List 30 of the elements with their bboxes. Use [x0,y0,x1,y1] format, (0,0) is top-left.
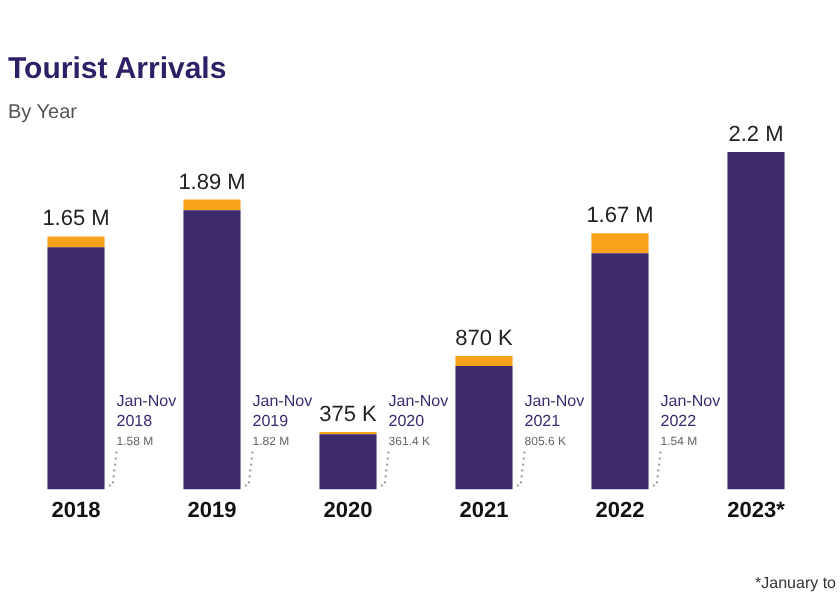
x-tick-label: 2023* [727,498,787,523]
x-tick-label: 2018 [51,498,101,523]
bar [47,247,105,490]
total-label: 1.65 M [42,207,110,232]
total-label: 375 K [319,403,379,428]
bar [455,356,513,366]
bar [591,233,649,254]
total-label: 1.67 M [586,204,654,229]
x-tick-label: 2020 [323,498,373,523]
total-label: 2.2 M [728,123,784,148]
chart-title: Tourist Arrivals [8,52,227,87]
total-label: 870 K [455,327,515,352]
text: *January to [755,574,838,593]
x-tick-label: 2022 [595,498,645,523]
annotation: Jan-Nov 2019 [252,392,313,431]
annotation: Jan-Nov 2021 [524,392,585,431]
x-tick-label: 2021 [459,498,509,523]
bar [183,199,241,211]
bar [183,210,241,490]
annotation: Jan-Nov 2018 [116,392,177,431]
bar [591,253,649,490]
annotation: Jan-Nov 2020 [388,392,449,431]
annotation: Jan-Nov 2022 [660,392,721,431]
bar [727,152,785,490]
chart-subtitle: By Year [8,101,79,124]
total-label: 1.89 M [178,170,246,195]
bar [47,236,105,248]
bar [455,365,513,490]
x-tick-label: 2019 [187,498,237,523]
bar [319,434,377,490]
